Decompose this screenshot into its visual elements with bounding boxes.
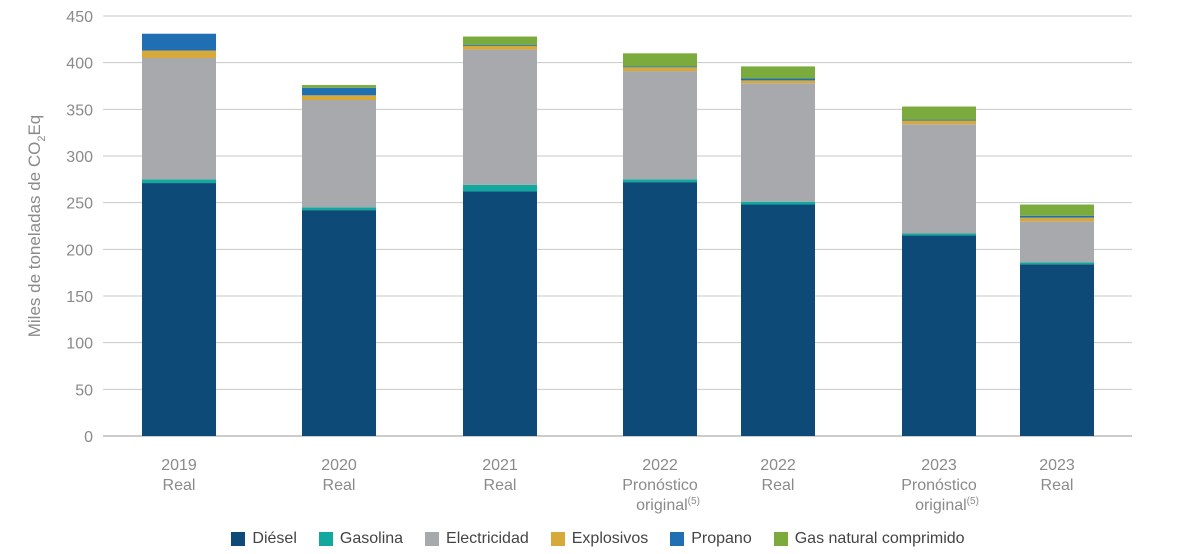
bar-segment [1020, 262, 1094, 265]
bar-segment [302, 95, 376, 100]
legend-item: Electricidad [425, 530, 529, 548]
bar-segment [463, 191, 537, 436]
footnote-marker: (5) [967, 496, 979, 507]
y-axis-label-subscript: 2 [36, 136, 48, 142]
y-axis-label-end: Eq [25, 115, 44, 136]
stacked-bar-chart: 0 50 100 150 200 250 300 350 400 450 2019 Real 2020… [25, 9, 1132, 514]
bar-segment [302, 100, 376, 208]
y-tick-label: 150 [66, 289, 93, 306]
bar-segment [142, 50, 216, 58]
bar-segment [463, 49, 537, 185]
legend-label: Gas natural comprimido [794, 530, 965, 547]
bar-segment [1020, 221, 1094, 263]
bar-segment [302, 85, 376, 88]
bar-segment [302, 87, 376, 96]
y-tick-label: 400 [66, 56, 93, 73]
legend-swatch [670, 532, 685, 546]
x-category-label: 2019 [161, 457, 197, 474]
x-category-label: Real [163, 477, 196, 494]
bar-segment [1020, 217, 1094, 222]
legend-item: Gas natural comprimido [773, 530, 965, 548]
bar-segment [741, 83, 815, 202]
bar-segment [302, 210, 376, 436]
y-tick-label: 50 [75, 382, 93, 399]
x-category-label: 2023 [1039, 457, 1075, 474]
legend-item: Diésel [231, 530, 297, 548]
y-axis-label-main: Miles de toneladas de CO [25, 142, 44, 338]
bar-segment [1020, 204, 1094, 216]
bar-segment [142, 58, 216, 180]
legend-label: Propano [691, 530, 752, 547]
bar-segment [741, 78, 815, 81]
legend-item: Gasolina [318, 530, 404, 548]
bar-segment [623, 67, 697, 72]
legend-item: Explosivos [550, 530, 649, 548]
x-category-label: Real [762, 477, 795, 494]
bar-segment [902, 233, 976, 236]
y-tick-label: 100 [66, 336, 93, 353]
bar-segment [623, 71, 697, 180]
bar-segment [463, 45, 537, 50]
legend: Diésel Gasolina Electricidad Explosivos Prop… [0, 530, 1196, 548]
bar-segment [902, 119, 976, 121]
bar-segment [623, 182, 697, 436]
bar-segment [1020, 215, 1094, 218]
x-category-label: 2022 [760, 457, 796, 474]
y-tick-label: 350 [66, 102, 93, 119]
x-category-label: Real [1041, 477, 1074, 494]
legend-label: Diésel [252, 530, 297, 547]
x-category-label: Pronóstico [622, 477, 698, 494]
bar-segment [142, 183, 216, 436]
legend-swatch [773, 532, 788, 546]
bars [142, 33, 1094, 436]
legend-swatch [318, 532, 333, 546]
bar-segment [142, 179, 216, 184]
bar-segment [302, 207, 376, 211]
bar-segment [623, 66, 697, 68]
gridlines [103, 15, 1132, 437]
x-category-label: Real [323, 477, 356, 494]
bar-segment [741, 66, 815, 79]
y-axis-ticks: 0 50 100 150 200 250 300 350 400 450 [66, 9, 93, 446]
x-category-label: Pronóstico [901, 477, 977, 494]
x-category-label: Real [484, 477, 517, 494]
footnote-marker: (5) [688, 496, 700, 507]
bar-segment [902, 106, 976, 120]
bar-segment [463, 44, 537, 46]
bar-segment [902, 124, 976, 234]
bar-segment [623, 179, 697, 183]
bar-segment [741, 80, 815, 84]
x-category-label: 2020 [321, 457, 357, 474]
y-axis-label: Miles de toneladas de CO2Eq [25, 115, 48, 338]
x-category-label: 2022 [642, 457, 678, 474]
x-category-label: 2023 [921, 457, 957, 474]
legend-swatch [425, 532, 440, 546]
x-category-label: original(5) [636, 496, 700, 514]
bar-segment [902, 120, 976, 125]
legend-item: Propano [670, 530, 752, 548]
legend-label: Explosivos [571, 530, 649, 547]
bar-segment [623, 53, 697, 67]
bar-segment [463, 36, 537, 45]
bar-segment [1020, 264, 1094, 436]
x-category-label: original(5) [915, 496, 979, 514]
bar-segment [741, 201, 815, 205]
legend-label: Electricidad [446, 530, 529, 547]
bar-segment [902, 235, 976, 436]
x-category-label: 2021 [482, 457, 518, 474]
y-tick-label: 450 [66, 9, 93, 26]
legend-label: Gasolina [339, 530, 404, 547]
bar-segment [142, 33, 216, 51]
y-tick-label: 300 [66, 149, 93, 166]
legend-swatch [231, 532, 246, 546]
x-axis-categories: 2019 Real 2020 Real 2021 Real 2022 Pronóstico or… [161, 457, 1075, 514]
legend-swatch [550, 532, 565, 546]
y-tick-label: 250 [66, 196, 93, 213]
bar-segment [463, 184, 537, 192]
bar-segment [741, 204, 815, 436]
y-tick-label: 200 [66, 242, 93, 259]
y-tick-label: 0 [84, 429, 93, 446]
